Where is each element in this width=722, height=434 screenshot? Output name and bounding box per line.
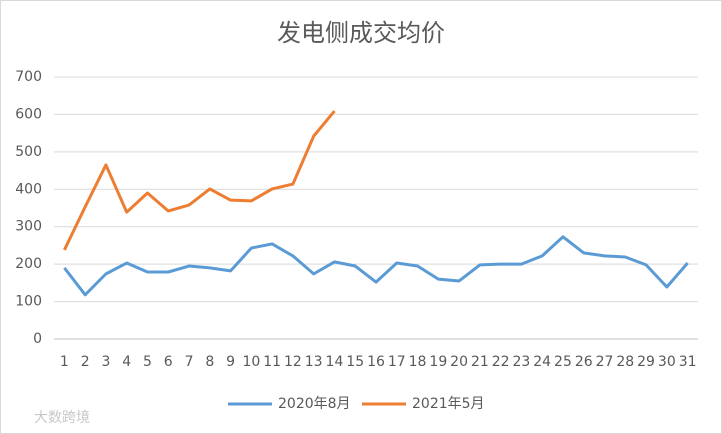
y-tick-label: 100 — [15, 294, 42, 310]
x-tick-label: 13 — [305, 354, 323, 370]
x-tick-label: 26 — [575, 354, 593, 370]
x-tick-label: 2 — [81, 354, 90, 370]
legend-label: 2020年8月 — [278, 396, 351, 412]
x-tick-label: 23 — [513, 354, 531, 370]
legend-label: 2021年5月 — [412, 396, 485, 412]
watermark: 大数跨境 — [34, 410, 90, 426]
x-tick-label: 24 — [533, 354, 551, 370]
x-tick-label: 1 — [60, 354, 69, 370]
x-tick-label: 4 — [122, 354, 131, 370]
x-tick-label: 12 — [284, 354, 302, 370]
x-tick-label: 19 — [429, 354, 447, 370]
x-tick-label: 31 — [679, 354, 697, 370]
series-line — [63, 110, 336, 251]
series-line — [63, 235, 689, 297]
x-tick-label: 30 — [658, 354, 676, 370]
x-tick-label: 9 — [226, 354, 235, 370]
y-tick-label: 400 — [15, 181, 42, 197]
x-tick-label: 5 — [143, 354, 152, 370]
x-tick-label: 18 — [409, 354, 427, 370]
y-tick-label: 0 — [33, 331, 42, 347]
x-tick-label: 3 — [101, 354, 110, 370]
x-tick-label: 15 — [346, 354, 364, 370]
y-tick-label: 500 — [15, 144, 42, 160]
y-tick-label: 300 — [15, 219, 42, 235]
x-tick-label: 27 — [596, 354, 614, 370]
x-tick-label: 25 — [554, 354, 572, 370]
chart-title: 发电侧成交均价 — [277, 19, 445, 47]
x-tick-label: 10 — [242, 354, 260, 370]
y-tick-label: 600 — [15, 106, 42, 122]
x-tick-label: 6 — [164, 354, 173, 370]
x-tick-label: 28 — [616, 354, 634, 370]
x-tick-label: 20 — [450, 354, 468, 370]
x-tick-label: 7 — [185, 354, 194, 370]
x-tick-label: 14 — [326, 354, 344, 370]
x-tick-label: 21 — [471, 354, 489, 370]
y-tick-label: 700 — [15, 69, 42, 85]
x-tick-label: 8 — [205, 354, 214, 370]
x-tick-label: 17 — [388, 354, 406, 370]
x-tick-label: 11 — [263, 354, 281, 370]
y-tick-label: 200 — [15, 256, 42, 272]
x-tick-label: 16 — [367, 354, 385, 370]
x-tick-label: 29 — [637, 354, 655, 370]
x-tick-label: 22 — [492, 354, 510, 370]
